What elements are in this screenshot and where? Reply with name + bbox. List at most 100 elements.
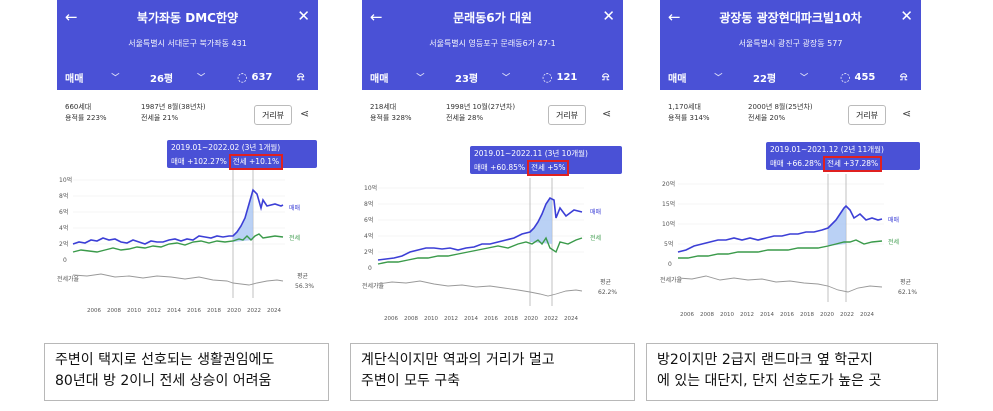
x-tick-label: 2012 [147, 308, 161, 314]
y-tick-label: 5억 [664, 240, 673, 248]
caption-box-3: 방2이지만 2급지 랜드마크 옆 학군지 에 있는 대단지, 단지 선호도가 높… [646, 343, 938, 401]
chevron-down-icon: ﹀ [502, 72, 511, 82]
x-tick-label: 2020 [227, 308, 241, 314]
trade-type-select[interactable]: 매매 ﹀ [668, 72, 723, 85]
ratio-axis-label: 전세가율 [660, 276, 683, 284]
caption-box-1: 주변이 택지로 선호되는 생활권임에도 80년대 방 2이니 전세 상승이 어려… [44, 343, 329, 401]
trade-type-select[interactable]: 매매 ﹀ [370, 72, 425, 85]
x-tick-label: 2020 [820, 312, 834, 318]
x-tick-label: 2008 [700, 312, 714, 318]
tooltip-sale-change: 매매 +102.27% [171, 157, 227, 166]
close-icon[interactable]: ✕ [900, 7, 913, 25]
y-tick-label: 20억 [662, 180, 675, 188]
x-tick-label: 2024 [564, 316, 578, 322]
apartment-card-1: ← 북가좌동 DMC한양 ✕ 서울특별시 서대문구 북가좌동 431 매매 ﹀ 2… [57, 0, 318, 330]
x-tick-label: 2006 [680, 312, 694, 318]
chevron-down-icon: ﹀ [800, 72, 809, 82]
distance-view-button[interactable]: 거리뷰 [254, 105, 292, 125]
comment-button[interactable]: ◌ 121 [542, 70, 578, 84]
ratio-avg-label: 평균 [297, 272, 309, 280]
ratio-avg-value: 62.1% [898, 289, 917, 296]
legend-jeonse: 전세 [888, 238, 899, 246]
complex-title: 광장동 광장현대파크빌10차 [719, 11, 862, 25]
x-tick-label: 2006 [384, 316, 398, 322]
chevron-down-icon: ﹀ [197, 72, 206, 82]
y-tick-label: 2억 [364, 248, 373, 256]
x-tick-label: 2008 [404, 316, 418, 322]
tooltip-jeonse-change: 전세 +5% [527, 160, 570, 176]
price-chart: 20억 15억 10억 5억 0 전세가율 평균 62.1% 2006 2008… [660, 174, 917, 318]
bell-icon[interactable]: ⍾ [900, 70, 908, 83]
x-tick-label: 2010 [424, 316, 438, 322]
bell-icon[interactable]: ⍾ [297, 70, 305, 83]
share-icon[interactable]: ⋖ [300, 107, 310, 120]
chevron-down-icon: ﹀ [416, 72, 425, 82]
tooltip-period: 2019.01~2022.11 (3년 10개월) [474, 149, 588, 158]
tooltip-sale-change: 매매 +60.85% [474, 163, 526, 172]
legend-jeonse: 전세 [590, 234, 601, 242]
trade-type-select[interactable]: 매매 ﹀ [65, 72, 120, 85]
tooltip-sale-change: 매매 +66.28% [770, 159, 822, 168]
comment-button[interactable]: ◌ 455 [840, 70, 876, 84]
x-tick-label: 2010 [720, 312, 734, 318]
x-tick-label: 2024 [860, 312, 874, 318]
comment-icon: ◌ [237, 70, 248, 84]
bell-icon[interactable]: ⍾ [602, 70, 610, 83]
size-select[interactable]: 26평 ﹀ [150, 72, 206, 85]
distance-view-button[interactable]: 거리뷰 [848, 105, 886, 125]
y-tick-label: 0 [63, 257, 67, 264]
x-tick-label: 2006 [87, 308, 101, 314]
ratio-avg-value: 56.3% [295, 283, 314, 290]
tooltip-jeonse-change: 전세 +37.28% [823, 156, 883, 172]
card-header: ← 북가좌동 DMC한양 ✕ 서울특별시 서대문구 북가좌동 431 매매 ﹀ 2… [57, 0, 318, 90]
close-icon[interactable]: ✕ [297, 7, 310, 25]
x-tick-label: 2022 [544, 316, 558, 322]
complex-title: 문래동6가 대원 [453, 11, 532, 25]
comment-button[interactable]: ◌ 637 [237, 70, 273, 84]
y-tick-label: 10억 [59, 176, 72, 184]
size-select[interactable]: 23평 ﹀ [455, 72, 511, 85]
comment-icon: ◌ [542, 70, 553, 84]
y-tick-label: 0 [668, 261, 672, 268]
x-tick-label: 2008 [107, 308, 121, 314]
tooltip-jeonse-change: 전세 +10.1% [228, 154, 284, 170]
complex-title: 북가좌동 DMC한양 [136, 11, 239, 25]
apartment-card-3: ← 광장동 광장현대파크빌10차 ✕ 서울특별시 광진구 광장동 577 매매 ﹀… [660, 0, 921, 330]
jeonse-line [377, 236, 583, 265]
back-arrow-icon[interactable]: ← [65, 8, 78, 26]
share-icon[interactable]: ⋖ [902, 107, 912, 120]
card-header: ← 광장동 광장현대파크빌10차 ✕ 서울특별시 광진구 광장동 577 매매 ﹀… [660, 0, 921, 90]
y-tick-label: 10억 [662, 220, 675, 228]
jeonse-line [678, 239, 883, 259]
y-tick-label: 8억 [59, 192, 68, 200]
distance-view-button[interactable]: 거리뷰 [548, 105, 586, 125]
complex-address: 서울특별시 영등포구 문래동6가 47-1 [429, 39, 556, 48]
growth-tooltip: 2019.01~2022.02 (3년 1개월) 매매 +102.27% 전세 +… [167, 140, 317, 170]
x-tick-label: 2018 [207, 308, 221, 314]
caption-box-2: 계단식이지만 역과의 거리가 멀고 주변이 모두 구축 [350, 343, 635, 401]
tooltip-period: 2019.01~2022.02 (3년 1개월) [171, 143, 281, 152]
ratio-avg-label: 평균 [900, 278, 912, 286]
back-arrow-icon[interactable]: ← [370, 8, 383, 26]
complex-summary-left: 660세대 용적률 223% [65, 103, 107, 122]
legend-sale: 매매 [888, 216, 899, 224]
jeonse-ratio-line [677, 275, 883, 293]
x-tick-label: 2010 [127, 308, 141, 314]
x-tick-label: 2022 [247, 308, 261, 314]
x-tick-label: 2020 [524, 316, 538, 322]
complex-address: 서울특별시 서대문구 북가좌동 431 [128, 39, 247, 48]
size-select[interactable]: 22평 ﹀ [753, 72, 809, 85]
price-chart: 10억 8억 6억 4억 2억 0 전세가율 평균 56.3% 2006 200… [57, 170, 314, 314]
close-icon[interactable]: ✕ [602, 7, 615, 25]
sale-line [377, 196, 583, 261]
growth-tooltip: 2019.01~2022.11 (3년 10개월) 매매 +60.85% 전세 +… [470, 146, 622, 176]
ratio-axis-label: 전세가율 [362, 282, 385, 290]
legend-sale: 매매 [289, 204, 300, 212]
x-tick-label: 2018 [504, 316, 518, 322]
growth-tooltip: 2019.01~2021.12 (2년 11개월) 매매 +66.28% 전세 +… [766, 142, 920, 172]
back-arrow-icon[interactable]: ← [668, 8, 681, 26]
share-icon[interactable]: ⋖ [602, 107, 612, 120]
jeonse-ratio-line [377, 280, 583, 297]
y-tick-label: 8억 [364, 200, 373, 208]
y-tick-label: 4억 [59, 224, 68, 232]
